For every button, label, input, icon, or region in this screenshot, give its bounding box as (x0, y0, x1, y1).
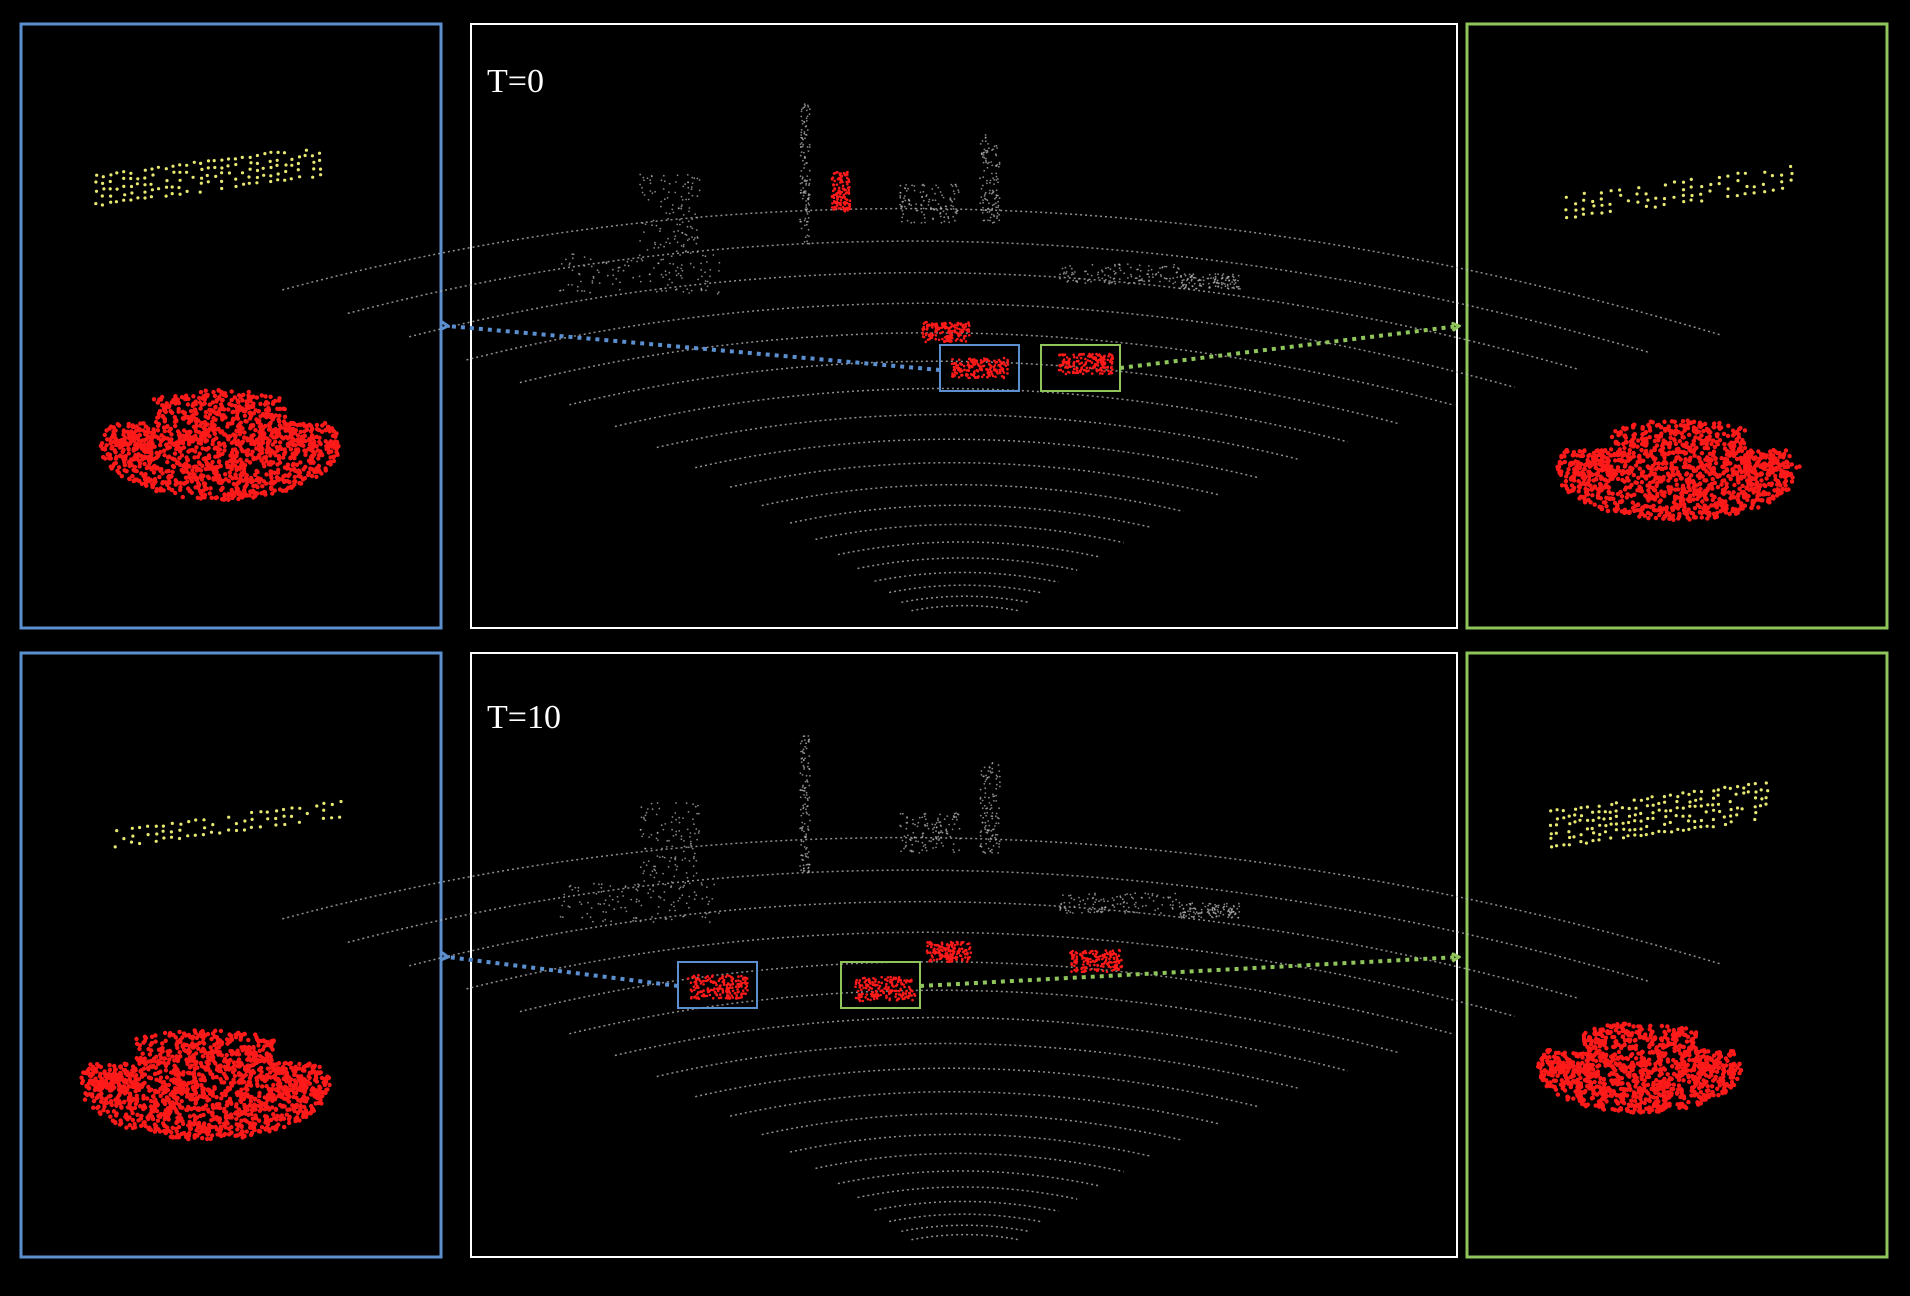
partial-pointcloud-left-row2 (113, 799, 343, 849)
complete-pointcloud-left-row2 (79, 1028, 332, 1142)
partial-pointcloud-right-row2 (1548, 781, 1770, 849)
complete-pointcloud-left-row1 (98, 388, 341, 502)
right-zoom-panel-row1 (1465, 22, 1889, 630)
right-zoom-panel-row2 (1465, 651, 1889, 1259)
blue-arrow-row1 (448, 326, 941, 372)
blue-arrow-row2 (448, 957, 679, 988)
row-1: T=0 (19, 22, 1889, 630)
lidar-scene-row1 (282, 103, 1722, 612)
lidar-scene-row2 (282, 735, 1722, 1241)
detected-cars-row2 (686, 940, 1124, 1003)
row-2: T=10 (19, 651, 1889, 1259)
detected-cars-row1 (830, 170, 1115, 380)
time-label-row1: T=0 (487, 63, 544, 100)
complete-pointcloud-right-row1 (1555, 418, 1802, 522)
partial-pointcloud-left-row1 (94, 148, 323, 207)
time-label-row2: T=10 (487, 699, 561, 736)
complete-pointcloud-right-row2 (1536, 1021, 1744, 1115)
partial-pointcloud-right-row1 (1564, 164, 1794, 220)
green-arrow-row1 (1119, 326, 1459, 370)
